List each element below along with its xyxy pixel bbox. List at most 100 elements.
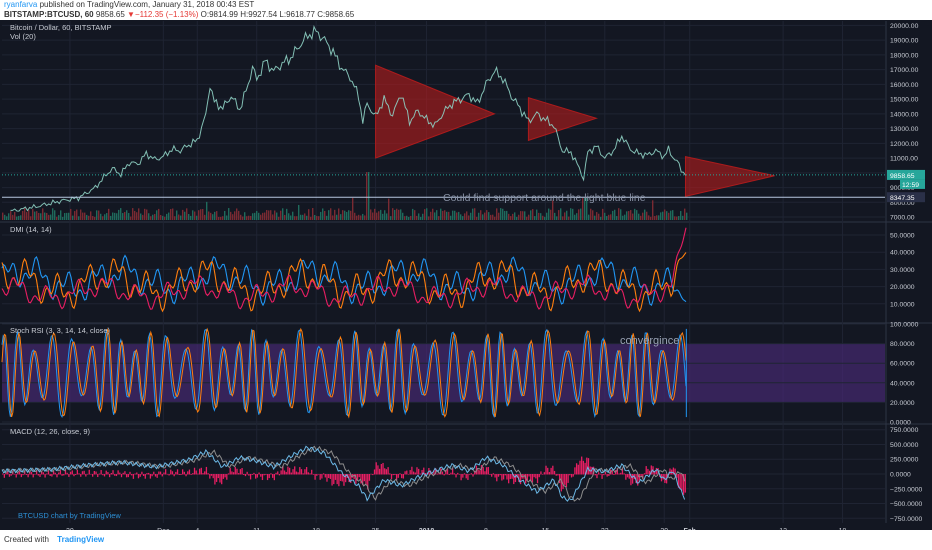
macd-histogram-bar (153, 471, 155, 475)
volume-bar (642, 212, 644, 220)
volume-bar (644, 209, 646, 220)
volume-bar (388, 198, 390, 220)
volume-bar (416, 215, 418, 220)
macd-histogram-bar (672, 467, 675, 475)
macd-histogram-bar (146, 473, 148, 475)
macd-histogram-bar (472, 474, 474, 477)
macd-histogram-bar (139, 474, 141, 477)
macd-histogram-bar (333, 474, 335, 485)
volume-bar (282, 208, 284, 220)
macd-histogram-bar (122, 472, 124, 475)
macd-histogram-bar (547, 467, 549, 475)
macd-histogram-bar (375, 462, 377, 475)
volume-bar (354, 212, 356, 220)
low-value: L:9618.77 (279, 9, 315, 19)
volume-bar (242, 216, 244, 220)
macd-axis-label: 0.0000 (890, 472, 911, 479)
macd-histogram-bar (402, 474, 405, 479)
volume-bar (376, 212, 378, 220)
volume-bar (368, 172, 370, 220)
macd-histogram-bar (190, 474, 192, 475)
volume-bar (412, 208, 414, 220)
volume-bar (628, 211, 630, 220)
macd-histogram-bar (423, 467, 425, 475)
volume-bar (586, 198, 588, 220)
macd-histogram-bar (56, 474, 58, 478)
volume-bar (656, 215, 658, 220)
stoch-axis-label: 20.0000 (890, 400, 915, 407)
volume-bar (400, 209, 402, 220)
macd-histogram-bar (129, 471, 131, 475)
volume-bar (306, 215, 308, 220)
macd-histogram-bar (271, 474, 274, 478)
volume-bar (518, 214, 520, 220)
macd-histogram-bar (482, 466, 484, 475)
author-link[interactable]: ryanfarva (4, 0, 38, 9)
volume-bar (44, 212, 46, 220)
volume-bar (2, 212, 4, 220)
volume-bar (510, 216, 512, 220)
macd-histogram-bar (455, 474, 457, 478)
volume-bar (610, 214, 612, 220)
volume-bar (458, 211, 460, 220)
volume-bar (544, 216, 546, 220)
volume-bar (472, 208, 474, 220)
volume-bar (462, 216, 464, 220)
macd-histogram-bar (44, 474, 46, 478)
macd-histogram-bar (163, 472, 165, 475)
macd-histogram-bar (63, 474, 65, 476)
macd-histogram-bar (294, 466, 296, 475)
dmi-line-1 (1, 252, 687, 313)
dmi-axis-label: 10.0000 (890, 301, 915, 308)
macd-histogram-bar (248, 474, 250, 476)
macd-histogram-bar (487, 466, 489, 475)
volume-bar (176, 210, 178, 220)
macd-histogram-bar (251, 474, 253, 475)
macd-histogram-bar (236, 468, 238, 475)
macd-histogram-bar (479, 470, 481, 475)
volume-bar (224, 210, 226, 220)
triangle-pattern-1 (375, 64, 496, 159)
macd-histogram-bar (243, 474, 245, 475)
volume-bar (580, 208, 582, 220)
macd-histogram-bar (453, 473, 455, 475)
macd-histogram-bar (567, 474, 569, 483)
volume-bar (362, 213, 364, 220)
macd-histogram-bar (533, 474, 535, 478)
volume-bar (428, 216, 430, 220)
macd-histogram-bar (222, 474, 225, 479)
volume-bar (240, 214, 242, 220)
volume-bar (198, 210, 200, 220)
volume-bar (522, 211, 524, 220)
volume-bar (222, 216, 224, 220)
macd-histogram-bar (582, 460, 585, 475)
macd-histogram-bar (450, 472, 452, 475)
macd-histogram-bar (372, 474, 374, 476)
macd-histogram-bar (508, 474, 510, 484)
macd-histogram-bar (511, 474, 513, 479)
macd-histogram-bar (175, 471, 177, 475)
macd-histogram-bar (540, 471, 542, 475)
volume-bar (600, 216, 602, 220)
volume-bar (404, 216, 406, 220)
volume-bar (662, 211, 664, 220)
volume-bar (608, 214, 610, 220)
volume-bar (686, 212, 688, 220)
tradingview-logo[interactable]: TradingView (57, 535, 105, 544)
macd-histogram-bar (10, 474, 12, 476)
volume-bar (646, 211, 648, 220)
macd-histogram-bar (234, 466, 236, 475)
volume-bar (456, 212, 458, 220)
volume-bar (332, 215, 334, 220)
volume-bar (582, 198, 584, 220)
stoch-axis-label: 0.0000 (890, 420, 911, 427)
volume-bar (426, 208, 428, 220)
volume-bar (296, 216, 298, 220)
volume-bar (12, 214, 14, 220)
macd-histogram-bar (322, 473, 325, 475)
stoch-axis-label: 60.0000 (890, 361, 915, 368)
macd-histogram-bar (312, 474, 315, 475)
macd-histogram-bar (192, 473, 194, 475)
macd-histogram-bar (131, 474, 133, 476)
